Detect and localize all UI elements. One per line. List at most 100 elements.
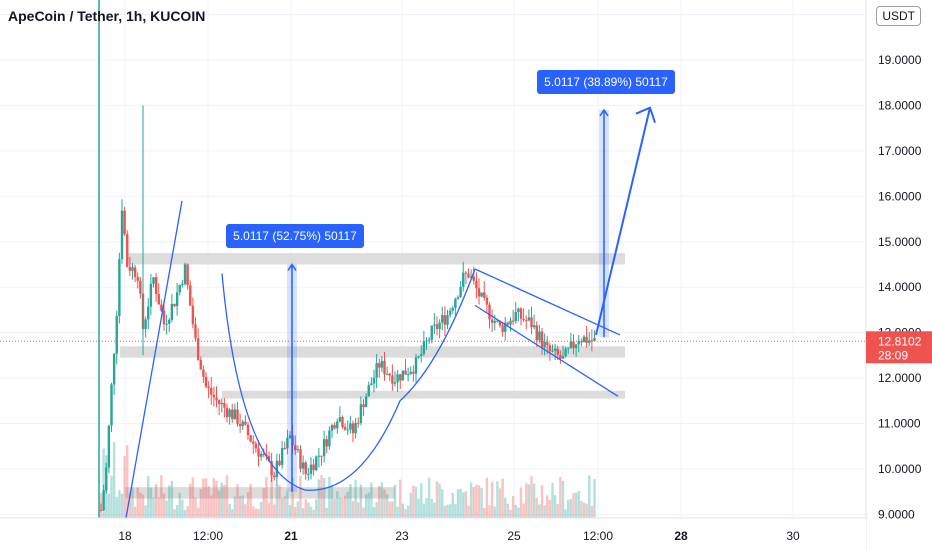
candle-body	[236, 409, 239, 425]
currency-button[interactable]: USDT	[876, 6, 921, 26]
volume-bar	[154, 484, 158, 518]
volume-bar	[181, 499, 184, 518]
volume-bar	[267, 502, 271, 518]
candle-body	[577, 341, 580, 345]
candle-body	[144, 319, 147, 330]
volume-bar	[420, 483, 423, 518]
volume-bar	[485, 477, 489, 518]
volume-bar	[317, 479, 321, 518]
candle-body	[404, 370, 407, 375]
volume-bar	[194, 497, 197, 518]
candle-body	[351, 423, 355, 434]
candle-body	[307, 473, 310, 475]
candle-body	[559, 354, 562, 359]
volume-bar	[467, 505, 470, 518]
candle-body	[301, 462, 305, 469]
candle-body	[553, 348, 557, 351]
volume-bar	[506, 503, 510, 518]
arrow-head	[635, 106, 656, 123]
volume-bar	[199, 488, 202, 518]
volume-bar	[464, 491, 468, 518]
candle-body	[454, 298, 457, 308]
candle-body	[296, 449, 300, 451]
time-axis: 18 12:00 21 23 25 12:00 28 30	[0, 517, 866, 550]
candle-body	[286, 438, 289, 449]
candle-body	[202, 369, 205, 377]
volume-bar	[338, 497, 342, 518]
y-tick-label: 10.0000	[878, 462, 922, 476]
cup-curve	[221, 268, 476, 491]
candle-body	[338, 417, 342, 422]
candle-body	[273, 475, 276, 478]
candle-body	[422, 341, 426, 354]
volume-bar	[275, 485, 279, 518]
volume-bar	[577, 490, 580, 518]
volume-bar	[238, 496, 242, 518]
volume-bar	[147, 476, 150, 518]
volume-bar	[435, 481, 439, 518]
volume-bar	[417, 498, 420, 518]
volume-bar	[112, 442, 116, 518]
candle-body	[580, 341, 583, 343]
candle-body	[420, 353, 423, 356]
volume-bar	[469, 482, 473, 518]
volume-bar	[123, 455, 126, 518]
volume-bar	[126, 445, 129, 518]
candle-body	[435, 324, 439, 330]
candle-body	[233, 409, 237, 420]
volume-bar	[472, 486, 475, 518]
y-tick-label: 14.0000	[878, 280, 922, 294]
candle-body	[588, 340, 591, 343]
time-axis-bg	[0, 518, 866, 550]
candle-body	[582, 336, 586, 343]
candle-body	[175, 292, 179, 307]
volume-bar	[404, 509, 407, 518]
volume-bar	[572, 492, 575, 518]
volume-bar	[561, 480, 565, 518]
candle-body	[341, 417, 344, 428]
price-axis: 9.000010.000011.000012.000013.000014.000…	[865, 0, 932, 550]
candle-body	[372, 377, 376, 384]
volume-bar	[401, 503, 405, 518]
candle-body	[149, 283, 153, 307]
candle-body	[191, 305, 195, 325]
candle-body	[231, 409, 234, 420]
volume-bar	[212, 477, 216, 518]
candle-body	[509, 320, 512, 325]
candle-body	[238, 424, 242, 427]
candle-body	[517, 308, 520, 312]
candle-body	[448, 310, 452, 315]
volume-bar	[375, 501, 378, 518]
price-tag-countdown: 28:09	[878, 348, 908, 362]
candle-body	[496, 320, 499, 322]
volume-bar	[370, 482, 373, 518]
candle-body	[493, 320, 496, 323]
candle-body	[160, 304, 163, 311]
volume-bar	[425, 498, 428, 518]
candle-body	[490, 319, 494, 323]
candle-body	[567, 347, 570, 349]
volume-bar	[115, 496, 118, 518]
volume-bar	[215, 480, 218, 518]
y-tick-label: 16.0000	[878, 189, 922, 203]
volume-bar	[349, 484, 352, 518]
volume-bar	[459, 488, 462, 518]
volume-bar	[286, 491, 289, 518]
volume-bar	[483, 507, 486, 518]
candle-body	[118, 258, 121, 316]
volume-bar	[574, 492, 578, 518]
candle-body	[538, 331, 541, 341]
volume-bar	[588, 475, 591, 518]
volume-bar	[241, 495, 244, 518]
volume-bar	[325, 507, 328, 518]
volume-bar	[328, 476, 331, 518]
candle-body	[483, 292, 486, 298]
candle-body	[262, 454, 265, 456]
candle-body	[257, 448, 260, 457]
candle-body	[112, 353, 116, 385]
volume-bar	[511, 495, 515, 518]
volume-bar	[273, 504, 276, 518]
volume-bar	[498, 488, 502, 518]
